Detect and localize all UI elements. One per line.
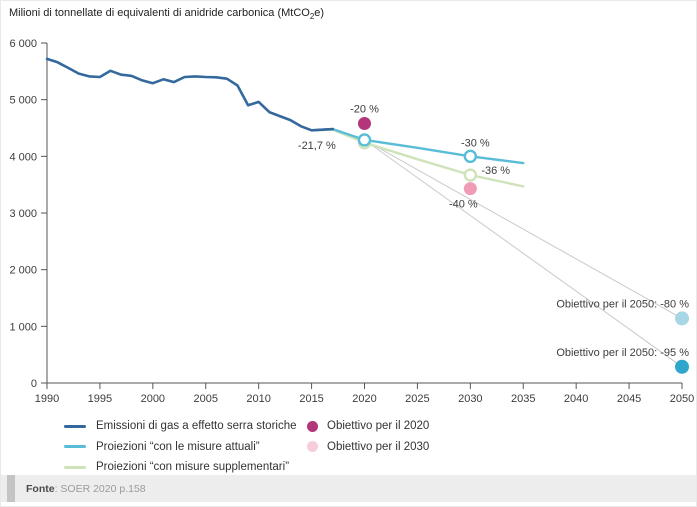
annotation: -21,7 % [298, 140, 336, 152]
x-tick-label: 2050 [670, 393, 694, 405]
source-footer: Fonte: SOER 2020 p.158 [1, 475, 696, 502]
x-tick-label: 1990 [35, 393, 59, 405]
footer-accent-bar [7, 475, 15, 502]
marker-obiettivo-2030 [463, 182, 477, 196]
x-tick-label: 2015 [299, 393, 323, 405]
marker-obiettivo-2050-80 [675, 311, 689, 326]
chart-title: Milioni di tonnellate di equivalenti di … [9, 7, 324, 21]
marker-obiettivo-2020 [358, 116, 371, 130]
marker-label-proiezione-wem-2030: -30 % [461, 137, 490, 149]
marker-label-obiettivo-2050-80: Obiettivo per il 2050: -80 % [556, 298, 689, 310]
y-tick-label: 1 000 [9, 321, 37, 333]
x-tick-label: 2005 [194, 393, 218, 405]
target-connector-line [364, 139, 683, 368]
chart-title-text: Milioni di tonnellate di equivalenti di … [9, 7, 310, 19]
wam-line-swatch [64, 465, 86, 469]
emissions-line-chart: 0 1 000 2 000 3 000 4 000 5 000 6 000 1990 1995 2… [9, 38, 694, 405]
legend-label: Obiettivo per il 2030 [327, 440, 430, 453]
x-tick-label: 2040 [564, 393, 588, 405]
y-tick-label: 4 000 [9, 151, 37, 163]
marker-proiezione-wem-2020 [357, 133, 372, 147]
y-tick-label: 5 000 [9, 95, 37, 107]
marker-obiettivo-2050-95 [675, 359, 689, 374]
legend-label: Emissioni di gas a effetto serra storich… [96, 420, 297, 433]
y-tick-label: 3 000 [9, 208, 37, 220]
legend-target-markers: Obiettivo per il 2020 Obiettivo per il 2… [307, 416, 429, 457]
legend-item-historical: Emissioni di gas a effetto serra storich… [64, 416, 297, 437]
legend-item-target-2020: Obiettivo per il 2020 [307, 416, 429, 437]
x-tick-label: 1995 [88, 393, 112, 405]
target-connector-line [364, 139, 683, 319]
target-2020-dot-swatch [307, 420, 318, 432]
y-tick-label: 2 000 [9, 265, 37, 277]
x-tick-label: 2025 [405, 393, 429, 405]
marker-label-obiettivo-2050-95: Obiettivo per il 2050: -95 % [556, 347, 689, 359]
series-line-0 [45, 57, 335, 132]
x-tick-label: 2030 [458, 393, 482, 405]
source-text: Fonte: SOER 2020 p.158 [26, 475, 146, 502]
legend-label: Proiezioni “con le misure attuali” [96, 440, 260, 453]
marker-label-obiettivo-2020: -20 % [350, 103, 379, 115]
chart-title-end: e) [314, 7, 325, 19]
x-tick-label: 2020 [352, 393, 376, 405]
marker-proiezione-wam-2030 [463, 168, 478, 182]
chart-title-subscript: 2 [309, 12, 315, 22]
x-tick-label: 2045 [617, 393, 641, 405]
marker-label-proiezione-wam-2030: -36 % [481, 165, 510, 177]
source-value: : SOER 2020 p.158 [54, 482, 146, 495]
marker-label-obiettivo-2030: -40 % [449, 199, 478, 211]
legend-line-series: Emissioni di gas a effetto serra storich… [64, 416, 297, 478]
legend-item-wam-projection: Proiezioni “con misure supplementari” [64, 457, 297, 478]
source-label: Fonte [26, 482, 55, 495]
x-tick-label: 2010 [246, 393, 270, 405]
legend-item-wem-projection: Proiezioni “con le misure attuali” [64, 437, 297, 458]
x-tick-label: 2035 [511, 393, 535, 405]
y-tick-label: 6 000 [9, 38, 37, 50]
legend-label: Obiettivo per il 2020 [327, 420, 430, 433]
wem-line-swatch [64, 445, 86, 449]
legend-item-target-2030: Obiettivo per il 2030 [307, 437, 429, 458]
x-tick-label: 2000 [141, 393, 165, 405]
marker-proiezione-wem-2030 [463, 149, 478, 164]
y-tick-label: 0 [31, 378, 37, 390]
target-2030-dot-swatch [307, 441, 318, 453]
legend-label: Proiezioni “con misure supplementari” [96, 461, 290, 474]
historical-line-swatch [64, 424, 86, 428]
